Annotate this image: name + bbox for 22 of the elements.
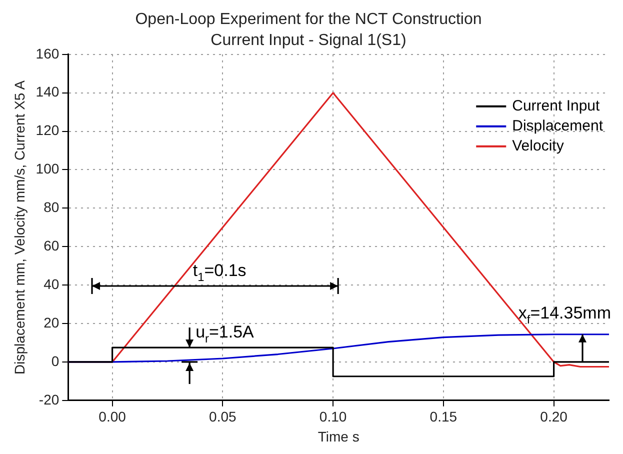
legend-label: Current Input — [512, 98, 601, 115]
legend-label: Velocity — [512, 138, 564, 155]
y-tick-label: -20 — [38, 391, 60, 408]
y-tick-label: 20 — [44, 314, 60, 330]
y-tick-label: 120 — [36, 122, 60, 138]
y-tick-label: 0 — [51, 352, 60, 369]
chart-subtitle: Current Input - Signal 1(S1) — [210, 32, 406, 50]
y-tick-label: 100 — [36, 160, 60, 177]
x-axis-title: Time s — [318, 428, 360, 444]
x-tick-label: 0.10 — [319, 408, 347, 425]
x-tick-label: 0.05 — [209, 408, 237, 425]
x-tick-label: 0.00 — [98, 408, 126, 425]
x-tick-label: 0.20 — [540, 408, 568, 425]
y-tick-label: 140 — [36, 84, 60, 100]
y-axis-title: Displacement mm, Velocity mm/s, Current X5 A — [11, 80, 28, 374]
legend-label: Displacement — [512, 118, 604, 135]
y-tick-label: 160 — [36, 45, 60, 62]
y-tick-label: 40 — [44, 276, 60, 292]
chart-title: Open-Loop Experiment for the NCT Construction — [135, 11, 482, 28]
x-tick-label: 0.15 — [430, 408, 458, 425]
y-tick-label: 60 — [44, 237, 60, 254]
y-tick-label: 80 — [44, 199, 60, 216]
